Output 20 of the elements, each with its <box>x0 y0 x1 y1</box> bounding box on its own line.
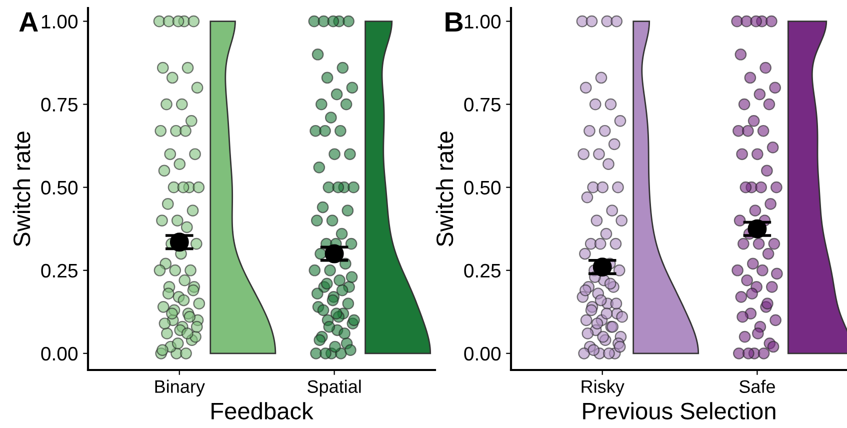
y-tick-label: 0.25 <box>464 264 500 278</box>
x-axis-title: Feedback <box>212 402 314 420</box>
y-tick-label: 0.75 <box>41 98 78 112</box>
y-tick-label: 1.00 <box>464 14 501 29</box>
y-tick-label: 0.00 <box>41 346 78 361</box>
y-axis-title: Switch rate <box>436 132 454 246</box>
y-axis-title: Switch rate <box>12 132 30 246</box>
x-tick-label: Risky <box>582 380 624 397</box>
y-tick-label: 0.50 <box>41 180 78 195</box>
x-tick-label: Safe <box>739 380 775 393</box>
x-tick-label: Spatial <box>308 380 361 397</box>
x-axis-title: Previous Selection <box>583 402 776 420</box>
text: B <box>446 12 463 32</box>
x-tick-label: Binary <box>155 380 205 397</box>
text: A <box>19 12 38 32</box>
y-tick-label: 0.50 <box>464 180 501 195</box>
y-tick-label: 1.00 <box>42 14 78 29</box>
y-tick-label: 0.25 <box>41 264 78 278</box>
y-tick-label: 0.00 <box>464 346 501 361</box>
y-tick-label: 0.75 <box>464 98 500 112</box>
